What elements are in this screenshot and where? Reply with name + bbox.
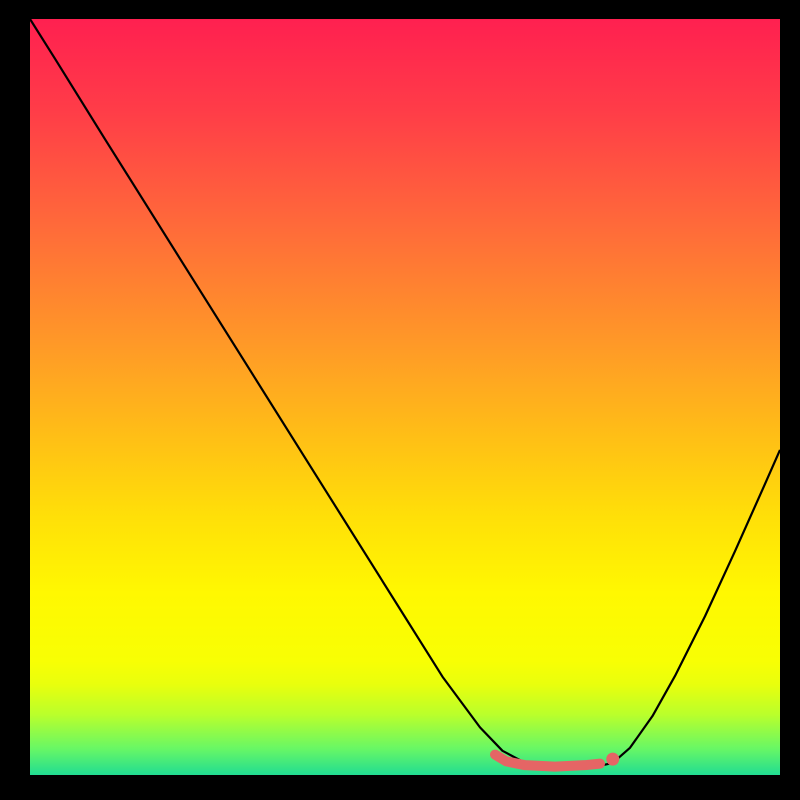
optimal-point-marker — [606, 753, 619, 766]
gradient-background — [30, 19, 780, 775]
chart-plot-area — [30, 19, 780, 775]
chart-svg — [30, 19, 780, 775]
